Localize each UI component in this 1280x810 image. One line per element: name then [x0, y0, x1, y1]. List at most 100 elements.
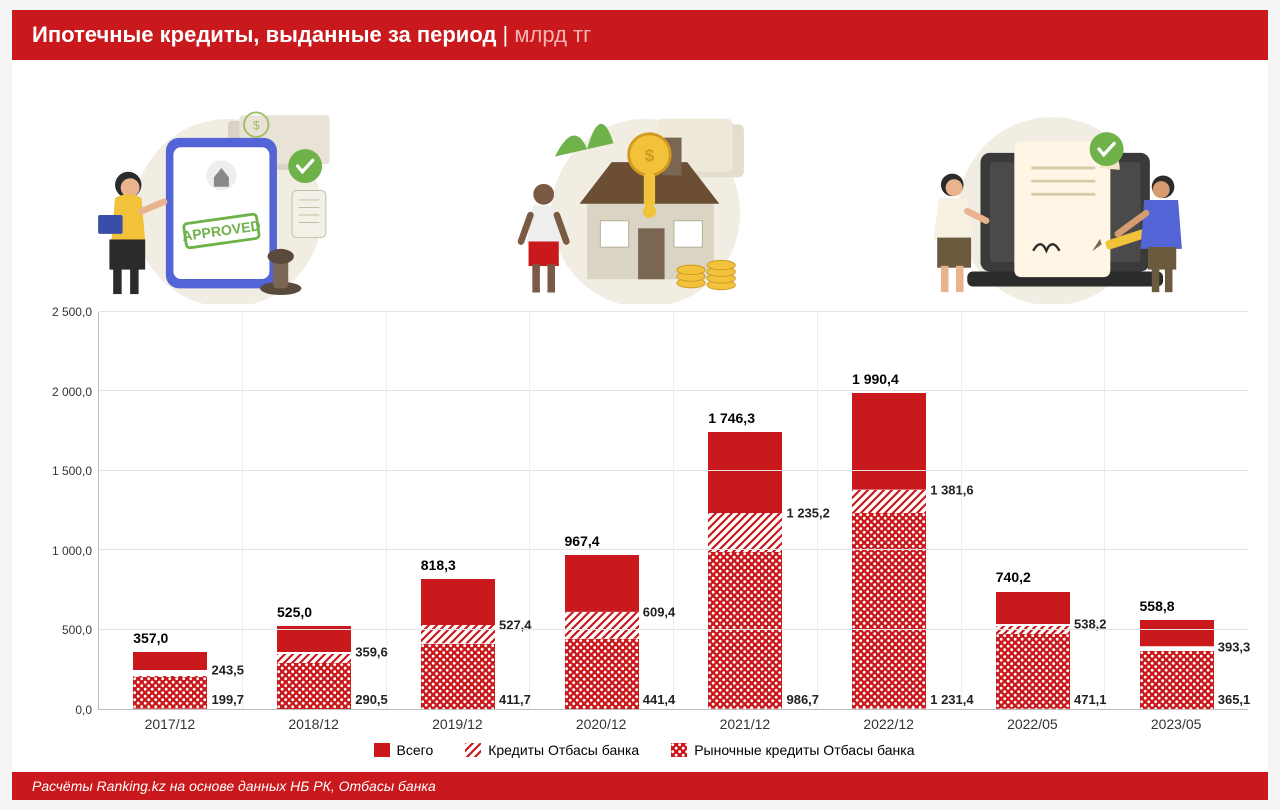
header-separator: | [496, 22, 514, 47]
legend-item: Кредиты Отбасы банка [465, 742, 639, 758]
bar-label-s3: 986,7 [786, 692, 819, 707]
bar-label-s3: 199,7 [211, 692, 244, 707]
bar-total-label: 1 746,3 [708, 410, 755, 426]
bar-segment [421, 644, 495, 709]
bar-slot: 740,2538,2471,1 [962, 312, 1106, 709]
illustration-sign [856, 94, 1248, 304]
bar: 967,4609,4441,4 [565, 555, 639, 709]
svg-text:$: $ [645, 146, 655, 165]
bar-segment [421, 579, 495, 625]
bar-segment [277, 652, 351, 663]
bar-slot: 525,0359,6290,5 [243, 312, 387, 709]
bar-segment [1140, 651, 1214, 709]
bar-slot: 357,0 243,5 199,7 [99, 312, 243, 709]
legend-label: Всего [397, 742, 434, 758]
bar-total-label: 525,0 [277, 604, 312, 620]
bar-total-label: 1 990,4 [852, 371, 899, 387]
bar: 1 990,41 381,61 231,4 [852, 393, 926, 709]
grid-line [99, 470, 1248, 471]
y-axis: 0,0500,01 000,01 500,02 000,02 500,0 [40, 312, 98, 710]
bar-label-s3: 441,4 [643, 692, 676, 707]
illustration-approved: APPROVED [32, 94, 424, 304]
bar: 740,2538,2471,1 [996, 591, 1070, 709]
bar: 357,0243,5199,7 [133, 652, 207, 709]
legend-swatch [671, 743, 687, 757]
bar-segment [996, 634, 1070, 709]
y-tick: 1 000,0 [52, 544, 92, 558]
bar: 1 746,31 235,2986,7 [708, 432, 782, 709]
x-tick: 2020/12 [529, 710, 673, 736]
bar-slot: 1 990,41 381,61 231,4 [818, 312, 962, 709]
y-tick: 500,0 [62, 623, 92, 637]
legend-item: Всего [374, 742, 434, 758]
bar-total-label: 740,2 [996, 569, 1031, 585]
bar-total-label: 818,3 [421, 557, 456, 573]
bar-label-s2: 527,4 [499, 618, 532, 633]
y-tick: 2 500,0 [52, 305, 92, 319]
svg-text:$: $ [253, 118, 260, 132]
bars-container: 357,0 243,5 199,7 525,0359,6290,5 818,3 527,4… [99, 312, 1248, 709]
bar: 525,0359,6290,5 [277, 626, 351, 709]
x-tick: 2021/12 [673, 710, 817, 736]
bar-label-s2: 359,6 [355, 644, 388, 659]
bar-segment [133, 670, 207, 677]
bar-segment [708, 552, 782, 709]
bar: 558,8393,3365,1 [1140, 620, 1214, 709]
bar-slot: 1 746,31 235,2986,7 [674, 312, 818, 709]
chart-area: 0,0500,01 000,01 500,02 000,02 500,0 357… [12, 312, 1268, 772]
legend-swatch [374, 743, 390, 757]
bar-segment [133, 677, 207, 709]
plot-body: 357,0 243,5 199,7 525,0359,6290,5 818,3 527,4… [98, 312, 1248, 710]
y-tick: 1 500,0 [52, 464, 92, 478]
bar-total-label: 967,4 [565, 533, 600, 549]
bar-segment [565, 555, 639, 612]
bar-slot: 818,3 527,4 411,7 [387, 312, 531, 709]
bar-label-s3: 411,7 [499, 692, 531, 707]
illustration-house: $ [444, 94, 836, 304]
bar-segment [708, 513, 782, 552]
bar-segment [852, 393, 926, 490]
header-title-sub: млрд тг [514, 22, 591, 47]
bar-label-s2: 243,5 [211, 663, 244, 678]
legend-label: Рыночные кредиты Отбасы банка [694, 742, 914, 758]
chart-plot: 0,0500,01 000,01 500,02 000,02 500,0 357… [40, 312, 1248, 710]
y-tick: 2 000,0 [52, 385, 92, 399]
grid-line [99, 311, 1248, 312]
infographic-container: Ипотечные кредиты, выданные за период | … [12, 10, 1268, 800]
y-tick: 0,0 [75, 703, 92, 717]
x-tick: 2017/12 [98, 710, 242, 736]
bar-segment [277, 663, 351, 709]
bar-slot: 558,8393,3365,1 [1105, 312, 1248, 709]
header-title-main: Ипотечные кредиты, выданные за период [32, 22, 496, 47]
bar-slot: 967,4 609,4 441,4 [530, 312, 674, 709]
bar: 818,3527,4411,7 [421, 579, 495, 709]
bar-side-labels: 393,3365,1 [1214, 620, 1280, 709]
bar-total-label: 558,8 [1140, 598, 1175, 614]
x-tick: 2022/05 [961, 710, 1105, 736]
grid-line [99, 390, 1248, 391]
bar-segment [565, 612, 639, 639]
legend-item: Рыночные кредиты Отбасы банка [671, 742, 914, 758]
bar-segment [852, 490, 926, 514]
grid-line [99, 549, 1248, 550]
bar-label-s2: 609,4 [643, 605, 676, 620]
x-tick: 2019/12 [386, 710, 530, 736]
footer-text: Расчёты Ranking.kz на основе данных НБ Р… [32, 778, 436, 794]
x-tick: 2022/12 [817, 710, 961, 736]
bar-segment [708, 432, 782, 513]
legend-swatch [465, 743, 481, 757]
x-tick: 2018/12 [242, 710, 386, 736]
x-tick: 2023/05 [1104, 710, 1248, 736]
grid-line [99, 629, 1248, 630]
bar-label-s3: 471,1 [1074, 692, 1107, 707]
bar-segment [996, 592, 1070, 624]
bar-segment [852, 513, 926, 709]
illustration-row: APPROVED [12, 60, 1268, 312]
footer-bar: Расчёты Ranking.kz на основе данных НБ Р… [12, 772, 1268, 800]
x-axis: 2017/122018/122019/122020/122021/122022/… [98, 710, 1248, 736]
legend-label: Кредиты Отбасы банка [488, 742, 639, 758]
bar-label-s2: 393,3 [1218, 639, 1251, 654]
bar-segment [1140, 620, 1214, 646]
chart-legend: Всего Кредиты Отбасы банка Рыночные кредит… [40, 736, 1248, 768]
bar-total-label: 357,0 [133, 630, 168, 646]
